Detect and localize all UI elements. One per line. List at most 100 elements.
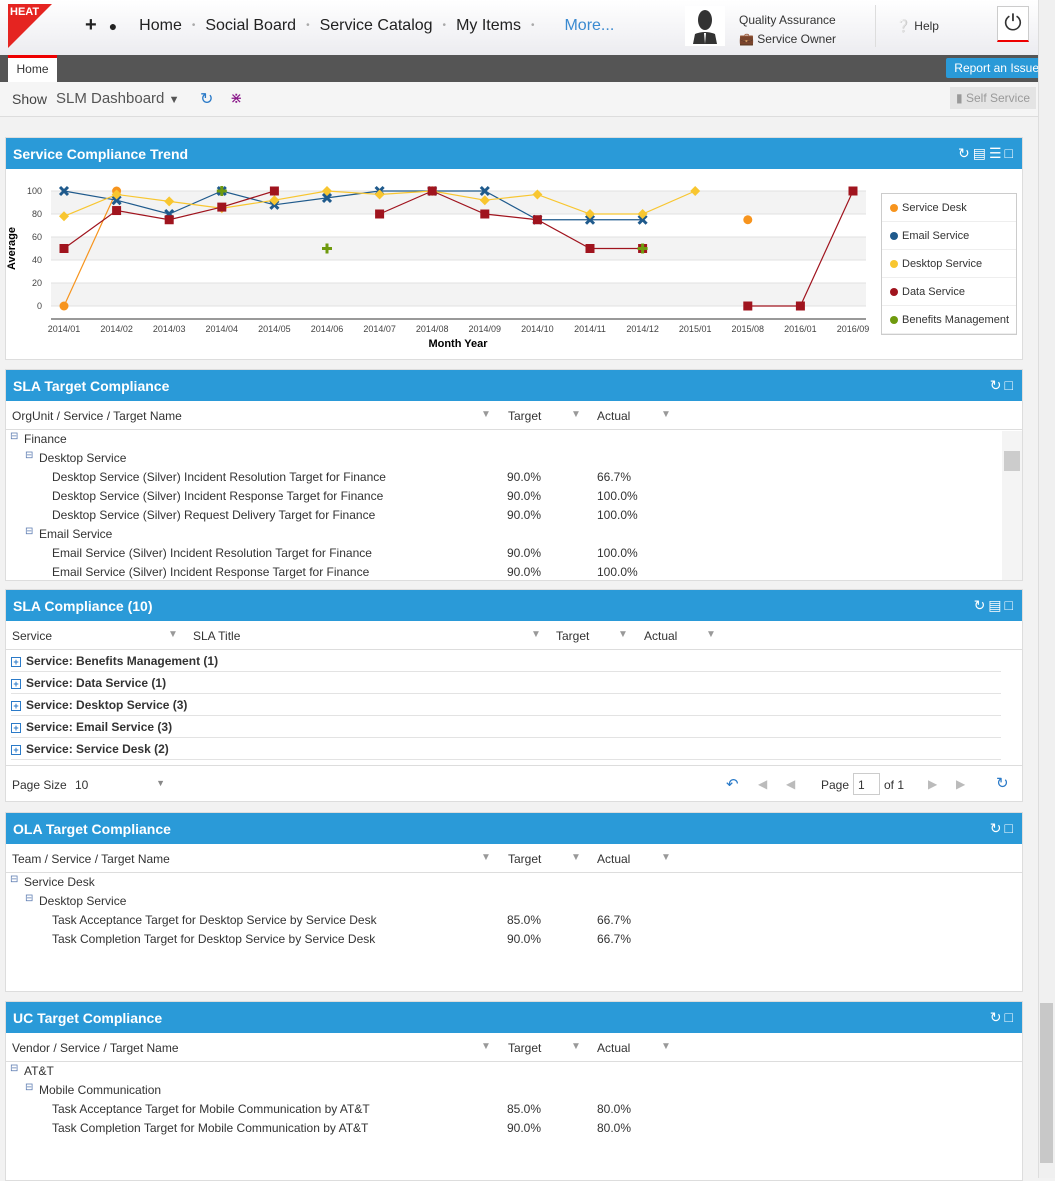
data-point[interactable] xyxy=(164,215,174,225)
data-point[interactable] xyxy=(743,215,753,225)
data-point[interactable] xyxy=(480,209,490,219)
group-row[interactable]: + Service: Benefits Management (1) xyxy=(11,650,1001,672)
data-point[interactable] xyxy=(532,189,543,200)
split-layout-icon[interactable]: ⋇ xyxy=(230,90,243,107)
column-header-actual[interactable]: Actual xyxy=(644,629,678,643)
nav-more[interactable]: More... xyxy=(564,16,615,34)
data-point[interactable] xyxy=(374,189,385,200)
tree-node-label[interactable]: Mobile Communication xyxy=(39,1083,162,1097)
filter-icon[interactable]: ▼ xyxy=(661,409,671,420)
tab-home[interactable]: Home xyxy=(8,55,57,82)
maximize-icon[interactable]: □ xyxy=(1004,597,1016,613)
user-avatar-icon[interactable] xyxy=(685,6,725,46)
tree-node-label[interactable]: Finance xyxy=(24,432,67,446)
data-point[interactable] xyxy=(269,186,279,196)
refresh-icon[interactable]: ↻ xyxy=(989,377,1005,393)
expand-icon[interactable]: + xyxy=(11,679,21,689)
nav-service-catalog[interactable]: Service Catalog xyxy=(319,16,433,34)
tree-node-label[interactable]: Email Service xyxy=(39,527,113,541)
maximize-icon[interactable]: □ xyxy=(1004,377,1016,393)
data-point[interactable] xyxy=(427,186,437,196)
column-header-actual[interactable]: Actual xyxy=(597,852,631,866)
collapse-toggle-icon[interactable]: ⊟ xyxy=(25,450,34,461)
filter-icon[interactable]: ▼ xyxy=(661,1041,671,1052)
collapse-toggle-icon[interactable]: ⊟ xyxy=(10,874,19,885)
column-header-target[interactable]: Target xyxy=(508,1041,542,1055)
page-number-input[interactable]: 1 xyxy=(853,773,880,795)
previous-page-icon[interactable]: ◀ xyxy=(786,777,796,791)
last-page-icon[interactable]: ▶ xyxy=(956,777,966,791)
maximize-icon[interactable]: □ xyxy=(1004,820,1016,836)
tree-node-label[interactable]: AT&T xyxy=(24,1064,54,1078)
data-point[interactable] xyxy=(584,214,596,225)
column-header-target[interactable]: Target xyxy=(508,852,542,866)
data-point[interactable] xyxy=(111,189,122,200)
group-row[interactable]: + Service: Email Service (3) xyxy=(11,716,1001,738)
help-button[interactable]: ❔ Help xyxy=(875,5,959,47)
column-header-target[interactable]: Target xyxy=(556,629,590,643)
data-point[interactable] xyxy=(637,209,648,219)
export-icon[interactable]: ▤ xyxy=(972,145,989,161)
data-point[interactable] xyxy=(848,186,858,196)
refresh-icon[interactable]: ↻ xyxy=(958,145,973,161)
dashboard-select[interactable]: SLM Dashboard ▼ xyxy=(56,90,179,107)
column-header-name[interactable]: Vendor / Service / Target Name xyxy=(12,1041,179,1055)
data-point[interactable] xyxy=(321,192,333,203)
filter-icon[interactable]: ▼ xyxy=(571,409,581,420)
legend-item[interactable]: Desktop Service xyxy=(882,250,1016,278)
data-point[interactable] xyxy=(585,209,595,219)
collapse-toggle-icon[interactable]: ⊟ xyxy=(10,1063,19,1074)
heat-logo[interactable]: HEAT xyxy=(8,4,52,48)
data-point[interactable] xyxy=(164,196,175,207)
group-row[interactable]: + Service: Desktop Service (3) xyxy=(11,694,1001,716)
expand-icon[interactable]: + xyxy=(11,701,21,711)
nav-my-items[interactable]: My Items xyxy=(456,16,521,34)
data-point[interactable] xyxy=(322,243,332,254)
filter-icon[interactable]: ▼ xyxy=(706,629,716,640)
column-header-sla-title[interactable]: SLA Title xyxy=(193,629,241,643)
tree-node-label[interactable]: Service Desk xyxy=(24,875,95,889)
filter-icon[interactable]: ▼ xyxy=(618,629,628,640)
refresh-icon[interactable]: ↻ xyxy=(200,91,214,108)
refresh-icon[interactable]: ↻ xyxy=(989,820,1005,836)
collapse-toggle-icon[interactable]: ⊟ xyxy=(25,1082,34,1093)
filter-icon[interactable]: ▼ xyxy=(481,852,491,863)
first-page-icon[interactable]: ◀ xyxy=(758,777,768,791)
column-header-actual[interactable]: Actual xyxy=(597,1041,631,1055)
undo-icon[interactable]: ↶ xyxy=(726,776,739,793)
collapse-toggle-icon[interactable]: ⊟ xyxy=(25,526,34,537)
maximize-icon[interactable]: □ xyxy=(1004,1009,1016,1025)
data-point[interactable] xyxy=(216,186,227,196)
group-row[interactable]: + Service: Data Service (1) xyxy=(11,672,1001,694)
column-header-name[interactable]: OrgUnit / Service / Target Name xyxy=(12,409,182,423)
data-point[interactable] xyxy=(479,185,490,197)
expand-icon[interactable]: + xyxy=(11,745,21,755)
nav-home[interactable]: Home xyxy=(139,16,182,34)
legend-item[interactable]: Benefits Management xyxy=(882,306,1016,334)
data-point[interactable] xyxy=(58,185,70,197)
filter-icon[interactable]: ▼ xyxy=(481,409,491,420)
filter-icon[interactable]: ▼ xyxy=(531,629,541,640)
logout-power-icon[interactable]: ⏻ xyxy=(997,6,1029,42)
data-point[interactable] xyxy=(269,195,280,206)
data-point[interactable] xyxy=(743,301,753,311)
data-point[interactable] xyxy=(637,243,648,254)
data-point[interactable] xyxy=(322,186,332,196)
filter-icon[interactable]: ▼ xyxy=(571,852,581,863)
refresh-icon[interactable]: ↻ xyxy=(996,775,1009,792)
data-point[interactable] xyxy=(795,301,805,311)
filter-icon[interactable]: ▼ xyxy=(661,852,671,863)
data-point[interactable] xyxy=(59,244,69,253)
list-icon[interactable]: ☰ xyxy=(988,145,1005,161)
collapse-toggle-icon[interactable]: ⊟ xyxy=(25,893,34,904)
column-header-target[interactable]: Target xyxy=(508,409,542,423)
expand-icon[interactable]: + xyxy=(11,723,21,733)
chat-icon[interactable]: ● xyxy=(108,17,118,34)
tree-node-label[interactable]: Desktop Service xyxy=(39,451,127,465)
data-point[interactable] xyxy=(479,195,490,206)
refresh-icon[interactable]: ↻ xyxy=(989,1009,1005,1025)
column-header-service[interactable]: Service xyxy=(12,629,53,643)
add-icon[interactable]: + xyxy=(85,14,97,36)
data-point[interactable] xyxy=(217,202,227,212)
column-header-name[interactable]: Team / Service / Target Name xyxy=(12,852,170,866)
